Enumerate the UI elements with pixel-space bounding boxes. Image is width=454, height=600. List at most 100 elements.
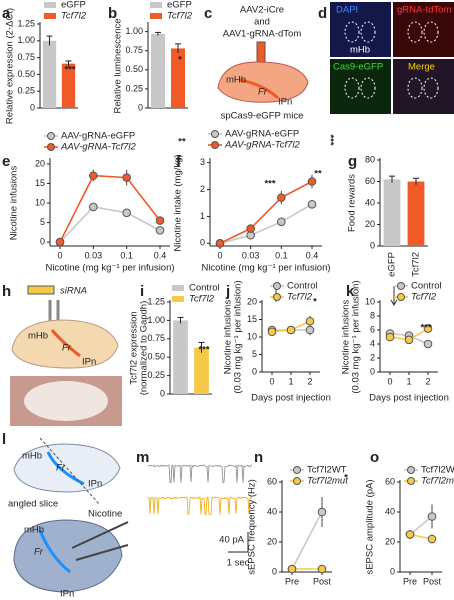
y-tick-label: 40 (365, 197, 375, 207)
y-tick-label: 1.00 (17, 35, 35, 45)
point (122, 173, 131, 182)
y-tick-label: 0 (272, 566, 277, 576)
y-axis-label: (0.03 mg kg⁻¹ per infusion) (351, 280, 362, 393)
point (287, 564, 297, 574)
legend-marker (397, 293, 405, 301)
x-tick-label: Post (313, 576, 332, 586)
x-tick-label: 0.4 (154, 250, 167, 260)
legend-marker (407, 466, 415, 474)
y-tick-label: 20 (247, 296, 257, 306)
y-tick-label: 0.75 (125, 45, 143, 55)
panel-letter: o (370, 449, 379, 466)
legend-label: AAV-gRNA-Tcf7l2 (224, 140, 301, 151)
scale-label: 1 sec (227, 558, 250, 569)
label: IPn (60, 589, 74, 600)
panel-letter: d (318, 5, 327, 22)
legend-label: AAV-gRNA-eGFP (225, 129, 299, 140)
point (305, 325, 315, 335)
bar (407, 181, 425, 246)
y-tick-label: 1.25 (17, 18, 35, 28)
point (385, 332, 395, 342)
point (246, 224, 255, 233)
x-tick-label: Pre (285, 576, 299, 586)
pipette (71, 521, 129, 549)
annotation: *** (198, 345, 209, 356)
pipette (75, 544, 129, 561)
label: spCas9-eGFP mice (221, 111, 304, 122)
bar (61, 63, 76, 108)
legend-swatch (172, 285, 184, 291)
legend-marker (293, 466, 301, 474)
bar (151, 33, 165, 108)
point (55, 237, 65, 247)
point (305, 316, 315, 326)
legend-marker (47, 143, 55, 151)
y-tick-label: 2 (370, 352, 375, 362)
x-tick-label: 2 (425, 376, 430, 386)
point (277, 217, 286, 227)
label: mHb (22, 451, 42, 462)
label: Fr (56, 463, 66, 474)
y-tick-label: 40 (385, 506, 395, 516)
x-tick-label: Pre (403, 576, 417, 586)
x-tick-label: 0.1 (120, 250, 133, 260)
annotation: *** (64, 65, 75, 76)
y-tick-label: 1 (200, 211, 205, 221)
y-tick-label: 0 (30, 102, 35, 112)
point (267, 327, 277, 337)
annotation: * (178, 55, 182, 66)
point (423, 339, 433, 349)
panel-letter: e (2, 153, 10, 170)
y-tick-label: 60 (267, 476, 277, 486)
label: and (254, 17, 270, 28)
point (277, 193, 286, 202)
panel-letter: b (108, 5, 117, 22)
y-axis-label: (0.03 mg kg⁻¹ per infusion) (233, 280, 244, 393)
x-tick-label: 0.1 (275, 250, 288, 260)
x-tick-label: 0 (269, 376, 274, 386)
cannula (48, 300, 60, 322)
point (286, 325, 296, 335)
y-tick-label: 6 (370, 324, 375, 334)
point (317, 507, 327, 517)
label: angled slice (8, 499, 58, 510)
legend-marker (397, 282, 405, 290)
label: mHb (226, 75, 246, 86)
y-tick-label: 4 (370, 338, 375, 348)
y-tick-label: 60 (385, 476, 395, 486)
annotation: *** (264, 179, 275, 190)
y-tick-label: 0.25 (125, 83, 143, 93)
legend-label: eGFP (61, 0, 86, 11)
x-axis-label: Days post injection (251, 393, 331, 404)
series-line (59, 174, 161, 243)
point (405, 530, 415, 539)
y-tick-label: 0.50 (125, 64, 143, 74)
y-tick-label: 20 (35, 158, 45, 168)
scale-label: 40 pA (219, 535, 244, 546)
legend-marker (407, 477, 415, 485)
legend-label: Tcf7l2mut (307, 476, 348, 487)
annotation: * (344, 473, 348, 484)
label: Fr (62, 343, 72, 354)
legend-swatch (172, 296, 184, 302)
y-tick-label: 0.25 (147, 370, 165, 380)
legend-label: Tcf7l2WT (307, 465, 347, 476)
legend-label: eGFP (167, 0, 192, 11)
point (427, 512, 437, 521)
arrow (390, 286, 398, 306)
x-tick-label: Post (423, 576, 442, 586)
legend-label: Tcf7l2 (411, 292, 437, 303)
y-tick-label: 1.25 (147, 296, 165, 306)
point (155, 216, 165, 225)
series-line (219, 180, 313, 245)
x-axis-label: Nicotine (mg kg⁻¹ per infusion) (45, 263, 174, 274)
panel-letter: f (176, 153, 182, 170)
x-tick-label: 0.03 (242, 250, 260, 260)
label: Fr (34, 547, 44, 558)
y-axis-label: Relative luminescence (113, 18, 124, 113)
bar (383, 179, 401, 246)
x-tick-label: 2 (307, 376, 312, 386)
trace (147, 496, 253, 515)
y-tick-label: 0.75 (147, 333, 165, 343)
label: Nicotine (88, 509, 122, 520)
